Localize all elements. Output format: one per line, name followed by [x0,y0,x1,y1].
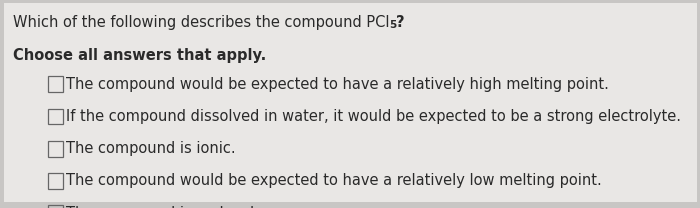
Text: 5: 5 [389,20,396,30]
Bar [48,206,63,208]
Text: The compound is ionic.: The compound is ionic. [66,141,235,156]
Text: The compound is molecular.: The compound is molecular. [66,206,272,208]
Bar [48,141,63,156]
FancyBboxPatch shape [4,3,696,202]
Text: If the compound dissolved in water, it would be expected to be a strong electrol: If the compound dissolved in water, it w… [66,109,681,124]
Text: ?: ? [396,15,405,30]
Text: The compound would be expected to have a relatively high melting point.: The compound would be expected to have a… [66,77,609,92]
Bar [48,173,63,189]
Text: Choose all answers that apply.: Choose all answers that apply. [13,48,266,63]
Text: The compound would be expected to have a relatively low melting point.: The compound would be expected to have a… [66,173,601,188]
Bar [48,77,63,92]
Text: Which of the following describes the compound PCl: Which of the following describes the com… [13,15,389,30]
Bar [48,109,63,124]
